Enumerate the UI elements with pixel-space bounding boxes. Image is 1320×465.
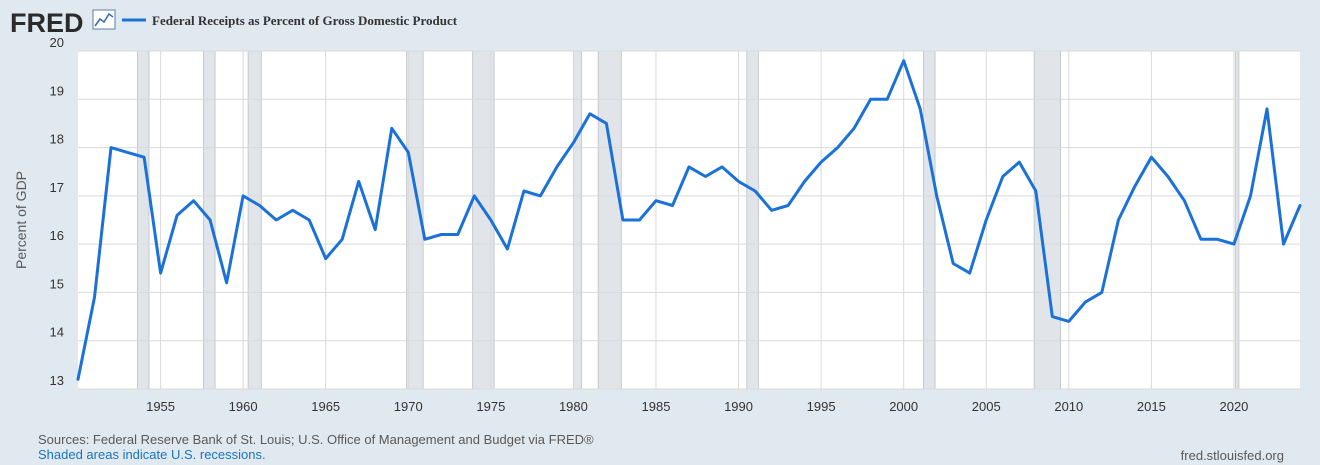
x-tick-label: 1970 bbox=[394, 399, 423, 414]
recession-band bbox=[1033, 50, 1061, 390]
x-tick-label: 1985 bbox=[642, 399, 671, 414]
x-tick-label: 2000 bbox=[889, 399, 918, 414]
x-tick-label: 1990 bbox=[724, 399, 753, 414]
recession-note-link[interactable]: Shaded areas indicate U.S. recessions. bbox=[38, 447, 266, 462]
recession-band bbox=[923, 50, 936, 390]
site-url[interactable]: fred.stlouisfed.org bbox=[1180, 448, 1284, 463]
y-tick-label: 19 bbox=[50, 83, 64, 98]
x-tick-label: 1960 bbox=[229, 399, 258, 414]
x-tick-label: 2020 bbox=[1219, 399, 1248, 414]
y-axis-label: Percent of GDP bbox=[13, 171, 29, 269]
recession-band bbox=[597, 50, 622, 390]
legend-label: Federal Receipts as Percent of Gross Dom… bbox=[152, 13, 458, 28]
recession-band bbox=[573, 50, 583, 390]
gridlines bbox=[78, 50, 1300, 390]
series-line bbox=[76, 59, 1302, 381]
recession-band bbox=[247, 50, 262, 390]
y-tick-label: 16 bbox=[50, 228, 64, 243]
y-tick-label: 17 bbox=[50, 180, 64, 195]
y-tick-label: 13 bbox=[50, 373, 64, 388]
fred-logo-text[interactable]: FRED bbox=[10, 8, 84, 38]
x-tick-labels: 1955 1960 1965 1970 1975 1980 1985 1990 1995 2000… bbox=[146, 399, 1248, 414]
recession-band bbox=[746, 50, 759, 390]
y-tick-labels: 13 14 15 16 17 18 19 20 bbox=[50, 35, 64, 388]
x-tick-label: 1980 bbox=[559, 399, 588, 414]
y-tick-label: 20 bbox=[50, 35, 64, 50]
x-tick-label: 1975 bbox=[476, 399, 505, 414]
y-tick-label: 15 bbox=[50, 276, 64, 291]
y-tick-label: 14 bbox=[50, 325, 64, 340]
plot-area bbox=[78, 51, 1300, 389]
x-tick-label: 2005 bbox=[972, 399, 1001, 414]
series-group bbox=[76, 59, 1302, 381]
x-tick-label: 1995 bbox=[807, 399, 836, 414]
x-tick-label: 2015 bbox=[1137, 399, 1166, 414]
x-tick-label: 1955 bbox=[146, 399, 175, 414]
recession-band bbox=[137, 50, 150, 390]
x-tick-label: 2010 bbox=[1054, 399, 1083, 414]
sources-text: Sources: Federal Reserve Bank of St. Lou… bbox=[38, 432, 594, 447]
y-tick-label: 18 bbox=[50, 132, 64, 147]
footer-left: Sources: Federal Reserve Bank of St. Lou… bbox=[38, 432, 594, 462]
recession-band bbox=[1235, 50, 1240, 390]
fred-logo-graph-icon bbox=[92, 9, 116, 30]
x-tick-label: 1965 bbox=[311, 399, 340, 414]
recession-bands bbox=[137, 50, 1240, 390]
